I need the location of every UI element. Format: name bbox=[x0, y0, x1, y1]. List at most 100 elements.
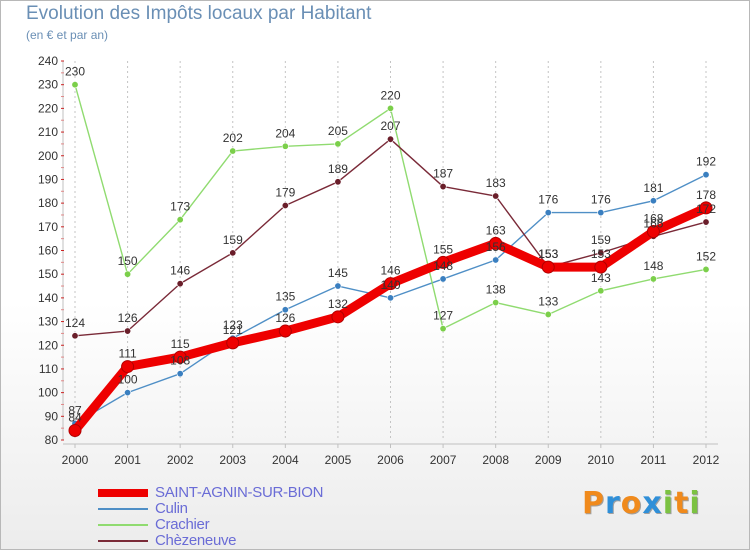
data-label-ch-zeneuve-2000: 124 bbox=[65, 316, 85, 330]
data-label-culin-2001: 100 bbox=[118, 373, 138, 387]
point-culin-2012 bbox=[702, 171, 710, 179]
point-culin-2010 bbox=[597, 209, 605, 217]
point-crachier-2012 bbox=[702, 265, 710, 273]
series-lines bbox=[68, 81, 713, 438]
legend-label-ch-zeneuve: Chèzeneuve bbox=[155, 532, 237, 549]
data-label-culin-2008: 156 bbox=[486, 240, 506, 254]
point-crachier-2008 bbox=[492, 299, 500, 307]
point-crachier-2007 bbox=[439, 325, 447, 333]
y-tick-label-110: 110 bbox=[39, 362, 58, 376]
point-saint-agnin-sur-bion-2003 bbox=[226, 336, 240, 350]
logo-letter: t bbox=[674, 486, 690, 521]
point-crachier-2004 bbox=[281, 142, 289, 150]
logo-letter: P bbox=[582, 486, 605, 521]
x-tick-label-2011: 2011 bbox=[641, 453, 667, 467]
data-label-crachier-2000: 230 bbox=[65, 65, 85, 79]
data-label-ch-zeneuve-2004: 179 bbox=[275, 185, 295, 199]
legend: SAINT-AGNIN-SUR-BION Culin Crachier Chèzene… bbox=[98, 485, 398, 549]
data-label-ch-zeneuve-2006: 207 bbox=[380, 119, 400, 133]
point-saint-agnin-sur-bion-2001 bbox=[121, 360, 135, 374]
data-label-culin-2012: 192 bbox=[696, 155, 716, 169]
point-ch-zeneuve-2006 bbox=[386, 135, 394, 143]
data-label-ch-zeneuve-2011: 166 bbox=[643, 216, 663, 230]
point-crachier-2009 bbox=[544, 310, 552, 318]
point-saint-agnin-sur-bion-2002 bbox=[173, 350, 187, 364]
data-label-saint-agnin-sur-bion-2007: 155 bbox=[433, 242, 453, 256]
x-tick-label-2001: 2001 bbox=[114, 453, 141, 467]
point-culin-2008 bbox=[492, 256, 500, 264]
logo-letter: i bbox=[662, 486, 675, 521]
point-ch-zeneuve-2002 bbox=[176, 280, 184, 288]
data-label-ch-zeneuve-2003: 159 bbox=[223, 233, 243, 247]
y-tick-label-190: 190 bbox=[38, 172, 58, 186]
point-crachier-2001 bbox=[124, 270, 132, 278]
y-tick-label-130: 130 bbox=[38, 315, 58, 329]
data-label-saint-agnin-sur-bion-2010: 153 bbox=[591, 247, 611, 261]
data-label-crachier-2012: 152 bbox=[696, 249, 716, 263]
x-tick-label-2003: 2003 bbox=[219, 453, 246, 467]
data-label-crachier-2011: 148 bbox=[643, 259, 663, 273]
point-crachier-2010 bbox=[597, 287, 605, 295]
point-culin-2009 bbox=[544, 209, 552, 217]
point-crachier-2000 bbox=[71, 81, 79, 89]
legend-swatch-saint-agnin-sur-bion bbox=[98, 489, 148, 497]
data-label-saint-agnin-sur-bion-2000: 84 bbox=[68, 411, 82, 425]
y-tick-label-170: 170 bbox=[38, 220, 58, 234]
y-tick-label-240: 240 bbox=[38, 54, 58, 68]
point-saint-agnin-sur-bion-2011 bbox=[646, 225, 660, 239]
data-label-crachier-2005: 205 bbox=[328, 124, 348, 138]
data-label-culin-2000: 87 bbox=[68, 403, 82, 417]
point-ch-zeneuve-2008 bbox=[492, 192, 500, 200]
y-tick-label-220: 220 bbox=[38, 101, 58, 115]
data-label-saint-agnin-sur-bion-2005: 132 bbox=[328, 297, 348, 311]
x-tick-label-2008: 2008 bbox=[482, 453, 509, 467]
data-label-ch-zeneuve-2009: 153 bbox=[538, 247, 558, 261]
legend-label-crachier: Crachier bbox=[155, 516, 210, 533]
chart-subtitle: (en € et par an) bbox=[26, 28, 109, 42]
point-saint-agnin-sur-bion-2006 bbox=[384, 277, 397, 291]
point-culin-2005 bbox=[334, 282, 342, 290]
legend-item-saint-agnin-sur-bion: SAINT-AGNIN-SUR-BION bbox=[98, 485, 398, 501]
data-label-culin-2002: 108 bbox=[170, 354, 190, 368]
point-culin-2004 bbox=[281, 306, 289, 314]
point-crachier-2002 bbox=[176, 216, 184, 224]
x-tick-label-2004: 2004 bbox=[272, 453, 299, 467]
data-label-culin-2006: 140 bbox=[380, 278, 400, 292]
data-label-crachier-2002: 173 bbox=[170, 200, 190, 214]
data-label-culin-2010: 176 bbox=[591, 193, 611, 207]
point-ch-zeneuve-2010 bbox=[597, 249, 605, 257]
data-label-crachier-2008: 138 bbox=[486, 283, 506, 297]
y-tick-label-210: 210 bbox=[38, 125, 58, 139]
data-label-saint-agnin-sur-bion-2011: 168 bbox=[643, 212, 663, 226]
logo-letter: x bbox=[642, 486, 663, 521]
data-labels: 87 100 108 123 135 145 140 148 156 176 176 181 192 23… bbox=[65, 65, 716, 425]
logo-letter: o bbox=[620, 486, 643, 521]
x-tick-label-2007: 2007 bbox=[430, 453, 457, 467]
legend-swatch-ch-zeneuve bbox=[98, 540, 148, 542]
point-saint-agnin-sur-bion-2010 bbox=[594, 260, 608, 274]
data-label-saint-agnin-sur-bion-2001: 111 bbox=[118, 347, 137, 361]
data-label-crachier-2006: 220 bbox=[380, 88, 400, 102]
data-label-culin-2009: 176 bbox=[538, 193, 558, 207]
point-crachier-2003 bbox=[229, 147, 237, 155]
data-label-culin-2003: 123 bbox=[223, 318, 243, 332]
point-culin-2006 bbox=[386, 294, 394, 302]
data-label-culin-2011: 181 bbox=[643, 181, 663, 195]
point-saint-agnin-sur-bion-2009 bbox=[541, 260, 555, 274]
point-saint-agnin-sur-bion-2005 bbox=[331, 310, 345, 324]
x-tick-label-2005: 2005 bbox=[325, 453, 352, 467]
x-tick-label-2010: 2010 bbox=[587, 453, 614, 467]
y-tick-label-90: 90 bbox=[45, 409, 59, 423]
data-label-saint-agnin-sur-bion-2006: 146 bbox=[380, 264, 400, 278]
data-label-culin-2007: 148 bbox=[433, 259, 453, 273]
data-label-crachier-2010: 143 bbox=[591, 271, 611, 285]
point-ch-zeneuve-2004 bbox=[281, 201, 289, 209]
data-label-saint-agnin-sur-bion-2009: 153 bbox=[538, 247, 558, 261]
point-saint-agnin-sur-bion-2012 bbox=[699, 201, 713, 215]
data-label-crachier-2003: 202 bbox=[223, 131, 243, 145]
point-crachier-2006 bbox=[386, 104, 394, 112]
point-saint-agnin-sur-bion-2000 bbox=[68, 424, 82, 438]
data-label-ch-zeneuve-2008: 183 bbox=[486, 176, 506, 190]
data-label-saint-agnin-sur-bion-2012: 178 bbox=[696, 188, 716, 202]
y-tick-label-180: 180 bbox=[38, 196, 58, 210]
